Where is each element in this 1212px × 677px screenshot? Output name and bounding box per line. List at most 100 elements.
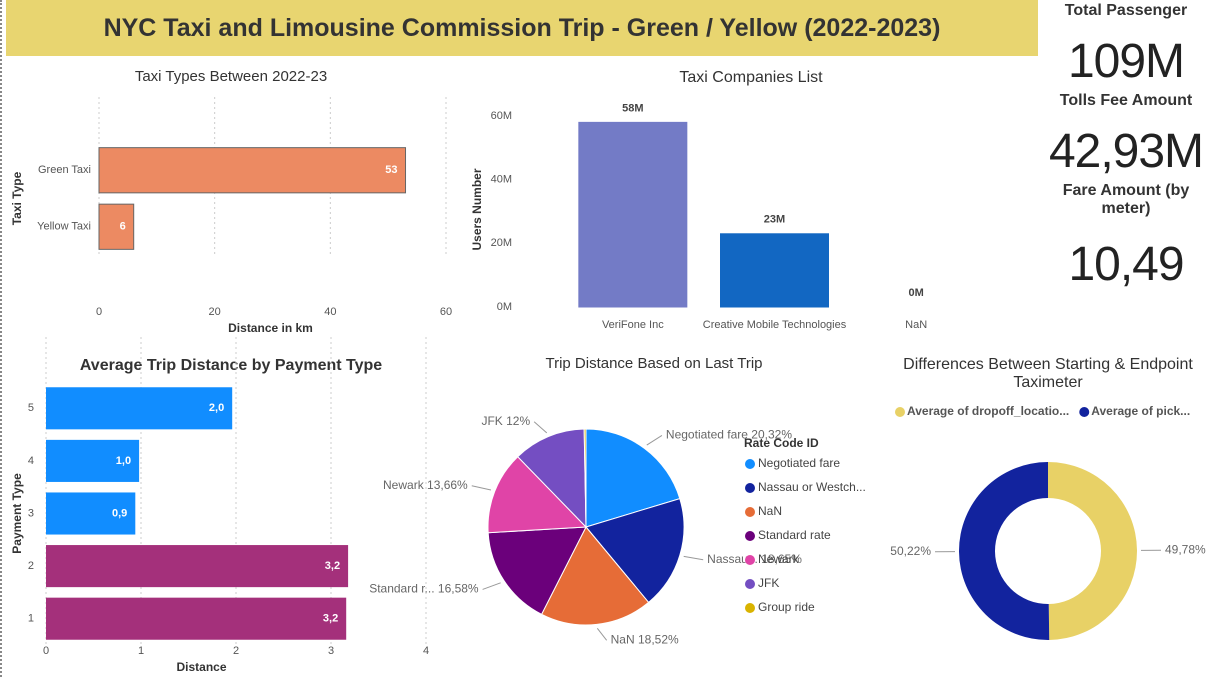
card-label: Fare Amount (by meter) (1062, 182, 1190, 217)
legend-marker (745, 483, 755, 493)
data-label: 50,22% (890, 544, 931, 558)
legend-label: Average of dropoff_locatio... (907, 404, 1069, 418)
legend-label: Standard rate (758, 528, 831, 542)
card-value: 42,93M (1048, 125, 1204, 178)
card-value: 10,49 (1068, 238, 1184, 291)
legend-marker (745, 531, 755, 541)
legend-marker (745, 507, 755, 517)
legend-marker (745, 603, 755, 613)
data-label: Standard r... 16,58% (369, 582, 479, 596)
pie-slice (583, 428, 587, 528)
pie-slice (585, 428, 681, 528)
legend-label: Group ride (758, 600, 815, 614)
x-tick-label: 3 (328, 645, 334, 657)
x-tick-label: 40 (324, 306, 336, 318)
data-label: NaN 18,52% (611, 632, 679, 646)
donut-slice (1048, 462, 1138, 640)
bar (46, 597, 347, 640)
card-label: Total Passenger (1064, 2, 1188, 19)
leader-line (533, 421, 548, 434)
legend-marker (895, 407, 905, 417)
leader-line (683, 555, 704, 561)
dashboard-title: NYC Taxi and Limousine Commission Trip -… (6, 0, 1038, 56)
category-label: NaN (905, 319, 927, 331)
x-tick-label: 20 (209, 306, 221, 318)
chart-title: Differences Between Starting & Endpoint … (903, 356, 1193, 391)
data-label: 53 (385, 164, 397, 176)
legend-marker (745, 459, 755, 469)
card-value: 109M (1067, 35, 1185, 88)
leader-line (471, 485, 492, 491)
chart-title: Taxi Types Between 2022-23 (135, 68, 327, 85)
x-tick-label: 1 (138, 645, 144, 657)
data-label: 3,2 (323, 613, 338, 625)
x-axis-label: Distance (176, 660, 226, 674)
x-axis-label: Distance in km (228, 321, 313, 335)
legend-label: Average of pick... (1091, 404, 1190, 418)
data-label: Negotiated fare 20,32% (666, 428, 792, 442)
x-tick-label: 0 (43, 645, 49, 657)
legend-label: Nassau or Westch... (758, 480, 866, 494)
y-axis-label: Users Number (470, 168, 484, 250)
leader-line (646, 435, 663, 446)
data-label: 23M (764, 214, 785, 226)
x-tick-label: 2 (233, 645, 239, 657)
category-label: 2 (28, 560, 34, 572)
data-label: Newark 13,66% (383, 478, 468, 492)
pie-slice (540, 526, 650, 626)
pie-slice (517, 428, 587, 529)
bar (46, 387, 233, 430)
y-axis-label: Payment Type (10, 473, 24, 554)
data-label: 1,0 (116, 455, 131, 467)
y-tick-label: 20M (491, 237, 512, 249)
category-label: 4 (28, 455, 34, 467)
legend-marker (745, 555, 755, 565)
bar (720, 233, 829, 308)
leader-line (482, 582, 501, 590)
y-tick-label: 60M (491, 110, 512, 122)
data-label: 2,0 (209, 402, 224, 414)
x-tick-label: 0 (96, 306, 102, 318)
data-label: 3,2 (325, 560, 340, 572)
chart-title: Taxi Companies List (679, 69, 823, 86)
legend-title: Rate Code ID (744, 436, 819, 450)
legend-label: NaN (758, 504, 782, 518)
bar (46, 439, 140, 482)
bar (578, 121, 688, 308)
category-label: Green Taxi (38, 164, 91, 176)
category-label: Yellow Taxi (37, 221, 91, 233)
data-label: 58M (622, 102, 643, 114)
chart-title: Trip Distance Based on Last Trip (545, 355, 762, 372)
pie-slice (487, 456, 588, 534)
bar (98, 147, 407, 194)
category-label: 5 (28, 402, 34, 414)
y-tick-label: 40M (491, 174, 512, 186)
data-label: 0,9 (112, 507, 127, 519)
bar (46, 545, 349, 588)
category-label: VeriFone Inc (602, 319, 664, 331)
data-label: JFK 12% (481, 414, 530, 428)
legend-marker (1079, 407, 1090, 417)
bar (46, 492, 136, 535)
chart-title: Average Trip Distance by Payment Type (80, 357, 382, 374)
legend-marker (745, 579, 755, 589)
data-label: 0M (909, 287, 924, 299)
card-label: Tolls Fee Amount (1059, 92, 1193, 109)
category-label: Creative Mobile Technologies (703, 319, 847, 331)
legend-label: Negotiated fare (758, 456, 840, 470)
donut-slice (959, 462, 1050, 640)
pie-slice (487, 526, 587, 616)
data-label: 49,78% (1165, 542, 1206, 556)
bar (98, 203, 135, 250)
pie-slice (585, 497, 685, 604)
leader-line (596, 628, 608, 641)
legend-label: Newark (758, 552, 800, 566)
legend-label: JFK (758, 576, 779, 590)
x-tick-label: 60 (440, 306, 452, 318)
category-label: 1 (28, 613, 34, 625)
x-tick-label: 4 (423, 645, 429, 657)
y-tick-label: 0M (497, 301, 512, 313)
category-label: 3 (28, 507, 34, 519)
